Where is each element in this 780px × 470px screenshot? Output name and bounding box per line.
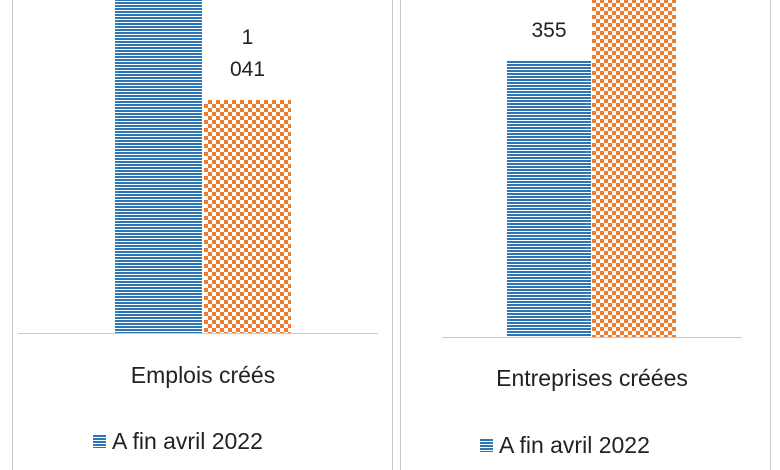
legend-key bbox=[480, 439, 493, 452]
legend-label: A fin avril 2022 bbox=[112, 428, 263, 454]
x-category-label: Entreprises créées bbox=[496, 365, 688, 391]
baseline bbox=[442, 337, 742, 338]
data-label: 355 bbox=[531, 18, 567, 42]
legend-item: A fin avril 2022 bbox=[480, 432, 650, 459]
panel-border bbox=[12, 0, 13, 470]
panel-border bbox=[392, 0, 393, 470]
data-label: 1 041 bbox=[229, 26, 266, 82]
plot-area bbox=[442, 0, 742, 337]
panel-border bbox=[400, 0, 401, 470]
baseline bbox=[18, 333, 378, 334]
bar bbox=[204, 100, 291, 333]
bar bbox=[115, 0, 202, 333]
plot-area bbox=[18, 0, 378, 333]
panel-border bbox=[770, 0, 771, 470]
x-category-label: Emplois créés bbox=[130, 362, 276, 388]
bar bbox=[592, 0, 676, 337]
legend-label: A fin avril 2022 bbox=[499, 432, 650, 458]
legend-key bbox=[93, 435, 106, 448]
legend-item: A fin avril 2022 bbox=[93, 428, 263, 455]
bar bbox=[507, 60, 591, 337]
